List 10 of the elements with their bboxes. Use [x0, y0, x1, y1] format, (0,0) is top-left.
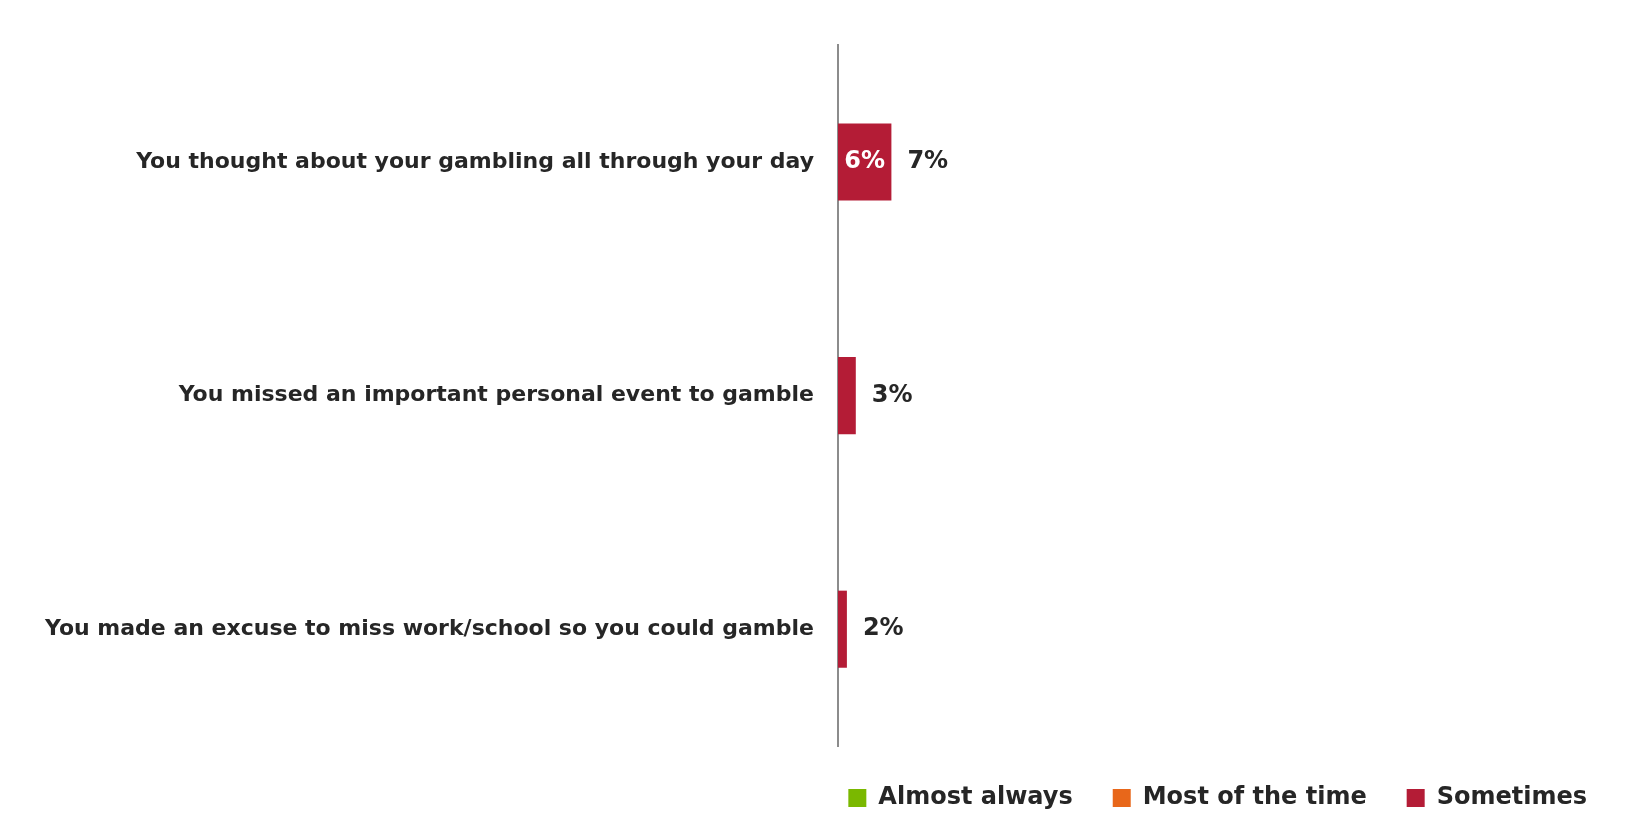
y-tick-label: You missed an important personal event to gamble: [177, 381, 814, 407]
legend-label: Almost always: [878, 782, 1073, 811]
y-tick-label: You made an excuse to miss work/school so you could gamble: [43, 614, 814, 640]
total-label: 7%: [907, 146, 949, 175]
y-tick-label: You thought about your gambling all through your day: [135, 147, 814, 173]
legend-label: Sometimes: [1436, 782, 1587, 811]
legend-label: Most of the time: [1142, 782, 1367, 811]
total-label: 2%: [862, 613, 904, 642]
total-label: 3%: [871, 379, 913, 408]
data-label: 6%: [844, 146, 886, 175]
